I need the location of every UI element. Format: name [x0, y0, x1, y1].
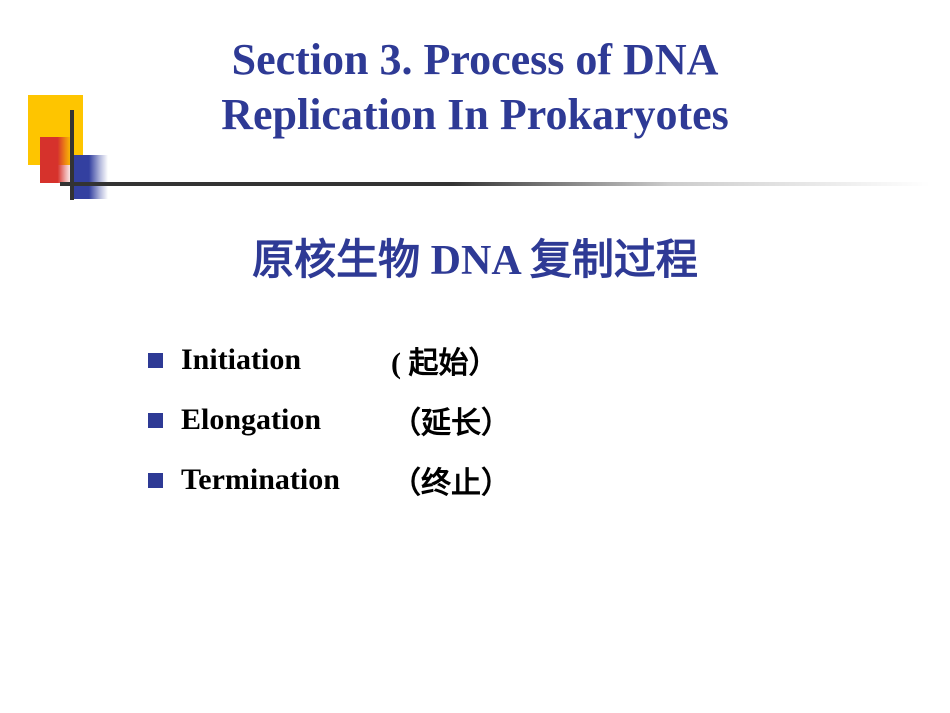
title-line-1: Section 3. Process of DNA: [0, 32, 950, 87]
slide-title: Section 3. Process of DNA Replication In…: [0, 32, 950, 142]
horizontal-line: [60, 182, 930, 186]
item-translation: （延长）: [391, 398, 511, 442]
bullet-square-icon: [148, 413, 163, 428]
item-translation: ( 起始）: [391, 338, 499, 382]
bullet-square-icon: [148, 473, 163, 488]
item-translation: （终止）: [391, 458, 511, 502]
item-term: Elongation: [181, 403, 391, 437]
title-line-2: Replication In Prokaryotes: [0, 87, 950, 142]
item-term: Initiation: [181, 343, 391, 377]
blue-square: [70, 155, 108, 199]
list-item: Initiation ( 起始）: [148, 338, 511, 382]
item-term: Termination: [181, 463, 391, 497]
list-item: Elongation （延长）: [148, 398, 511, 442]
slide-subtitle: 原核生物 DNA 复制过程: [0, 226, 950, 287]
list-item: Termination （终止）: [148, 458, 511, 502]
red-square: [40, 137, 72, 183]
bullet-list: Initiation ( 起始） Elongation （延长） Termina…: [148, 338, 511, 518]
bullet-square-icon: [148, 353, 163, 368]
